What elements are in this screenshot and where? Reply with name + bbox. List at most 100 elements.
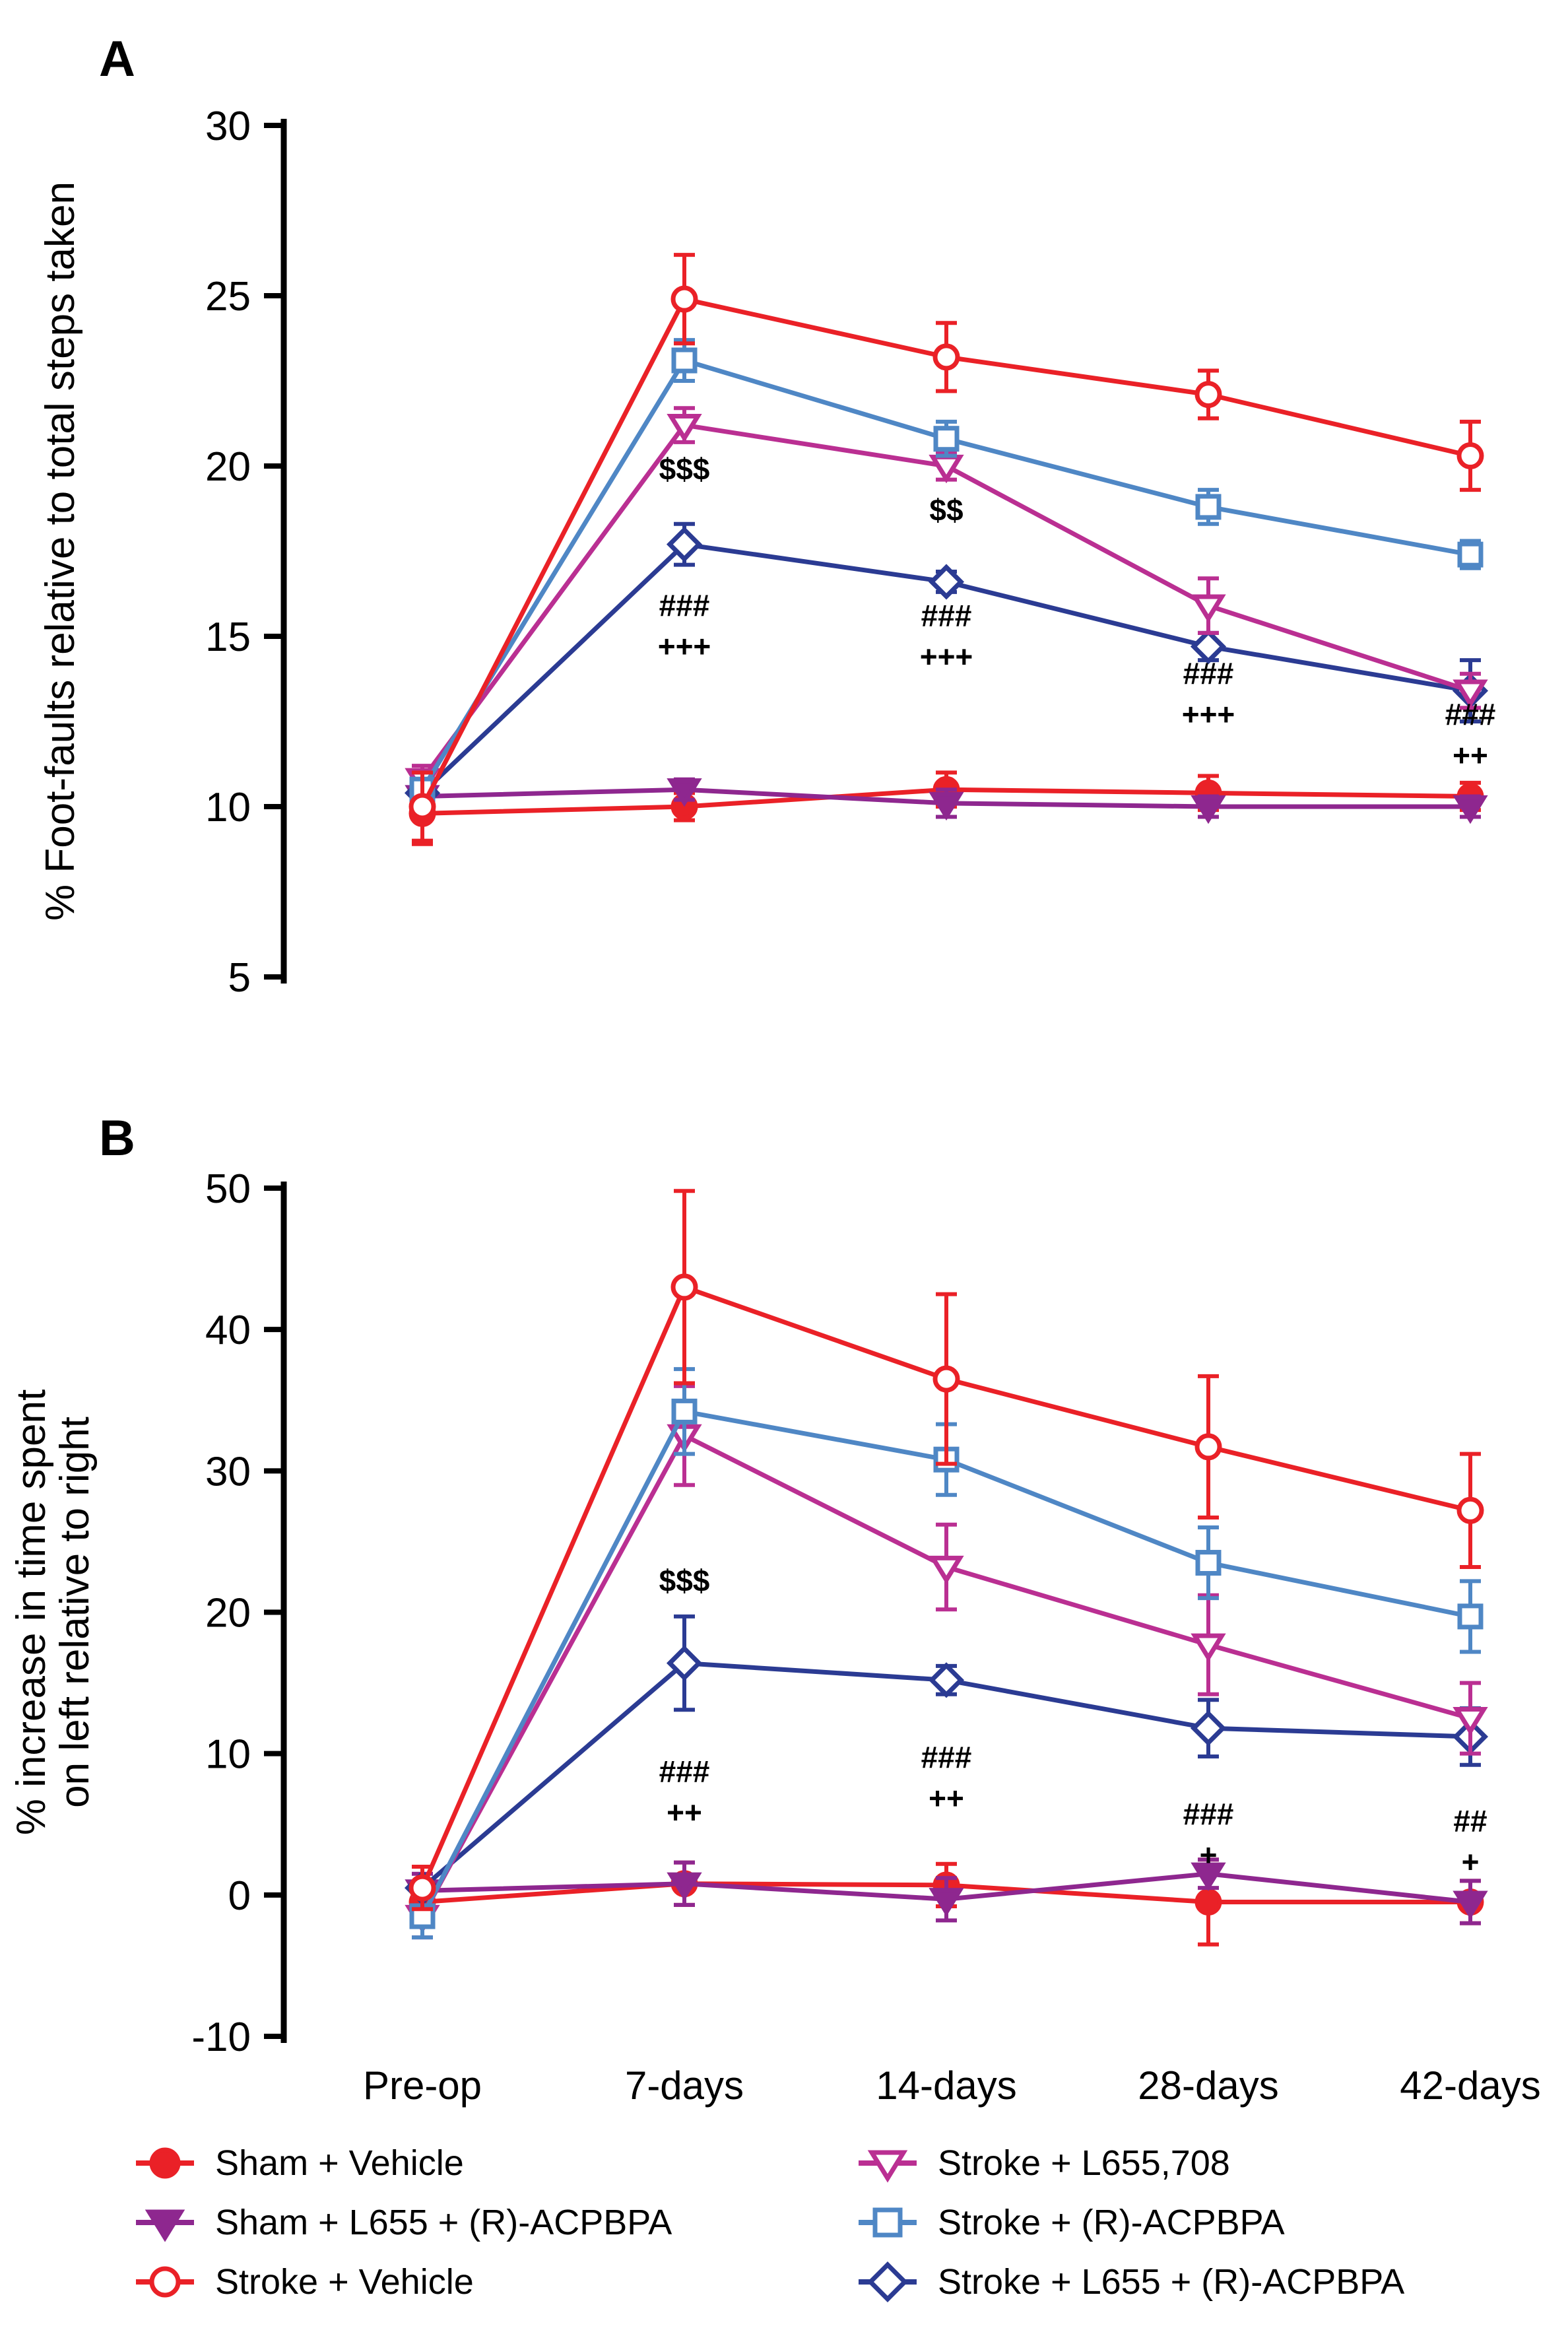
significance-annotation: $$$ (659, 1563, 710, 1597)
significance-annotation: ## (1453, 1803, 1487, 1838)
data-point-marker (1191, 1862, 1226, 1891)
panel-a: A 5 10 15 20 25 30 % Foot-faults relative to to… (38, 31, 1495, 1001)
significance-annotation: ++ (1453, 738, 1488, 772)
y-axis-title: % Foot-faults relative to total steps ta… (38, 182, 83, 921)
data-point-marker (667, 1872, 702, 1901)
x-tick-label: Pre-op (363, 2063, 482, 2108)
open-square-marker-icon (848, 2199, 927, 2246)
data-point-marker (671, 1398, 698, 1424)
significance-annotation: ### (1445, 697, 1496, 731)
significance-annotation: +++ (658, 629, 711, 663)
significance-annotation: ### (659, 1754, 710, 1789)
data-point-marker (932, 343, 960, 371)
legend-item-stroke-acpbpa: Stroke + (R)-ACPBPA (848, 2193, 1404, 2252)
y-tick-label: 15 (205, 615, 251, 660)
data-point-marker (1194, 381, 1222, 409)
legend-item-stroke-vehicle: Stroke + Vehicle (125, 2252, 848, 2312)
legend-marker-canvas (859, 2150, 917, 2183)
data-point-marker (1453, 1890, 1488, 1920)
y-tick-label: 5 (228, 955, 251, 1001)
legend-marker-canvas (136, 2209, 194, 2242)
data-point-marker (1194, 1888, 1222, 1916)
data-point-marker (1456, 442, 1484, 470)
significance-annotation: ### (1183, 656, 1234, 690)
data-point-marker (1453, 1707, 1488, 1736)
panel-label-b: B (99, 1110, 135, 1166)
legend-item-sham-l655-acpbpa: Sham + L655 + (R)-ACPBPA (125, 2193, 848, 2252)
legend: Sham + Vehicle Sham + L655 + (R)-ACPBPA … (125, 2133, 1404, 2312)
x-tick-label: 42-days (1400, 2063, 1540, 2108)
y-tick-label: -10 (191, 2015, 251, 2060)
legend-label: Stroke + L655 + (R)-ACPBPA (938, 2262, 1405, 2302)
legend-marker-canvas (136, 2147, 194, 2179)
legend-label: Stroke + (R)-ACPBPA (938, 2203, 1285, 2242)
data-point-marker (1194, 1433, 1222, 1461)
significance-annotation: ### (921, 599, 972, 633)
data-point-marker (667, 413, 702, 443)
legend-marker-canvas (859, 2261, 917, 2302)
data-point-marker (1190, 1710, 1227, 1747)
legend-label: Sham + Vehicle (215, 2143, 464, 2183)
significance-annotation: $$ (929, 493, 963, 527)
y-tick-label: 10 (205, 1732, 251, 1778)
data-point-marker (671, 347, 698, 374)
legend-item-stroke-l655-acpbpa: Stroke + L655 + (R)-ACPBPA (848, 2252, 1404, 2312)
open-circle-marker-icon (125, 2259, 205, 2305)
open-diamond-marker-icon (848, 2259, 927, 2305)
data-point-marker (928, 1662, 965, 1698)
data-point-marker (666, 1645, 703, 1681)
y-tick-label: 0 (228, 1873, 251, 1919)
legend-item-sham-vehicle: Sham + Vehicle (125, 2133, 848, 2193)
data-point-marker (867, 2261, 908, 2302)
data-point-marker (1453, 795, 1488, 824)
significance-annotation: ++ (667, 1795, 702, 1830)
data-point-marker (670, 1273, 698, 1301)
y-tick-label: 50 (205, 1166, 251, 1212)
data-point-marker (929, 791, 964, 821)
legend-item-stroke-l655708: Stroke + L655,708 (848, 2133, 1404, 2193)
data-point-marker (670, 285, 698, 313)
y-tick-label: 20 (205, 1591, 251, 1636)
x-tick-label: 28-days (1138, 2063, 1278, 2108)
x-tick-label: 14-days (876, 2063, 1016, 2108)
legend-label: Sham + L655 + (R)-ACPBPA (215, 2203, 672, 2242)
data-point-marker (872, 2207, 903, 2238)
data-point-marker (933, 426, 960, 452)
legend-marker-canvas (136, 2266, 194, 2298)
significance-annotation: ### (921, 1740, 972, 1774)
y-tick-label: 40 (205, 1308, 251, 1353)
y-tick-label: 30 (205, 1449, 251, 1494)
y-tick-label: 30 (205, 104, 251, 149)
data-point-marker (1195, 1550, 1222, 1576)
y-tick-label: 10 (205, 785, 251, 830)
significance-annotation: +++ (1182, 697, 1235, 731)
series-stroke-r-acpbpa (409, 338, 1484, 809)
y-tick-label: 20 (205, 444, 251, 490)
data-point-marker (929, 1555, 964, 1585)
significance-annotation: +++ (920, 640, 973, 674)
significance-annotation: ### (659, 588, 710, 622)
data-point-marker (928, 564, 965, 600)
series-stroke-l655-708 (405, 406, 1488, 797)
significance-annotation: ++ (929, 1781, 964, 1815)
y-tick-label: 25 (205, 274, 251, 319)
data-point-marker (1190, 628, 1227, 665)
y-axis-title: on left relative to right (52, 1417, 98, 1808)
legend-marker-canvas (859, 2207, 917, 2238)
data-point-marker (666, 526, 703, 562)
significance-annotation: + (1462, 1844, 1480, 1879)
data-point-marker (929, 454, 964, 484)
data-point-marker (1191, 594, 1226, 623)
filled-circle-marker-icon (125, 2140, 205, 2186)
data-point-marker (1453, 679, 1488, 708)
data-point-marker (667, 778, 702, 807)
data-point-marker (1457, 1603, 1484, 1630)
legend-label: Stroke + Vehicle (215, 2262, 474, 2302)
panel-label-a: A (99, 31, 135, 87)
data-point-marker (932, 1365, 960, 1393)
x-tick-label: 7-days (625, 2063, 744, 2108)
series-stroke-vehicle (408, 1189, 1484, 1912)
data-point-marker (929, 1888, 964, 1917)
legend-column-left: Sham + Vehicle Sham + L655 + (R)-ACPBPA … (125, 2133, 848, 2312)
